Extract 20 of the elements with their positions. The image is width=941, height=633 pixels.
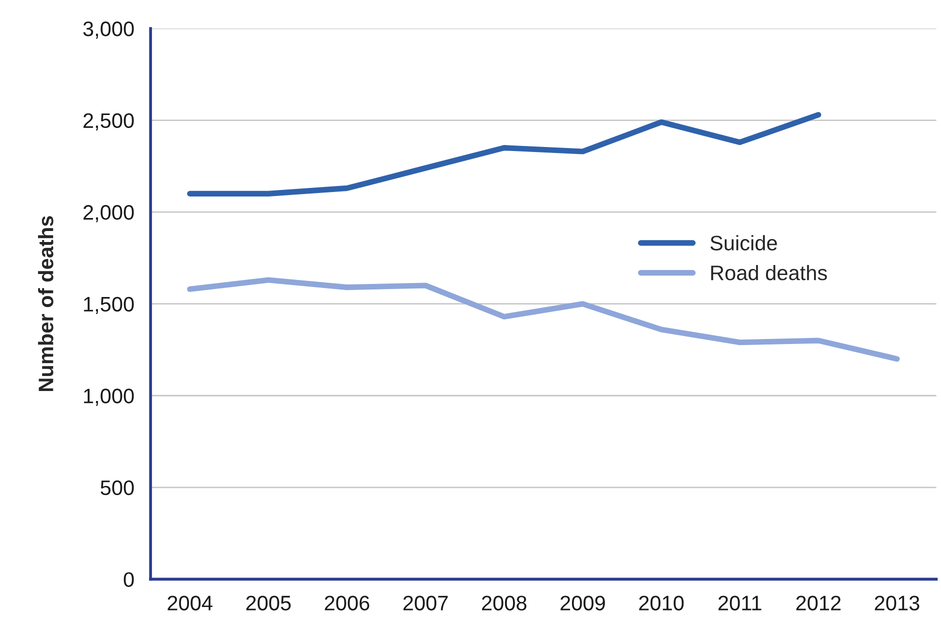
- y-tick-label: 1,500: [84, 296, 134, 314]
- legend-label: Suicide: [710, 235, 777, 250]
- x-tick-label: 2009: [560, 596, 605, 610]
- x-tick-label: 2013: [874, 596, 920, 610]
- x-tick-label: 2004: [168, 596, 212, 610]
- x-tick-label: 2010: [639, 596, 684, 610]
- y-tick-label: 2,000: [84, 205, 134, 222]
- y-tick-label: 1,000: [84, 388, 134, 406]
- x-tick-label: 2011: [718, 596, 762, 610]
- y-tick-label: 500: [100, 480, 134, 496]
- legend-label: Road deaths: [711, 264, 827, 280]
- x-tick-label: 2005: [246, 596, 291, 610]
- x-tick-label: 2007: [403, 596, 448, 610]
- x-tick-label: 2008: [482, 596, 526, 610]
- x-tick-label: 2012: [796, 596, 841, 610]
- y-tick-label: 0: [124, 572, 134, 587]
- y-tick-label: 3,000: [83, 21, 134, 39]
- y-axis-title: Number of deaths: [38, 216, 54, 391]
- x-tick-label: 2006: [324, 596, 370, 610]
- y-tick-label: 2,500: [84, 113, 134, 130]
